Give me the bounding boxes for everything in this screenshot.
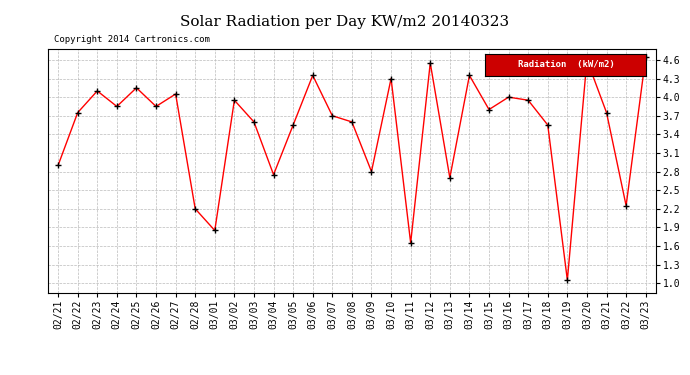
Text: Solar Radiation per Day KW/m2 20140323: Solar Radiation per Day KW/m2 20140323 bbox=[181, 15, 509, 29]
Text: Copyright 2014 Cartronics.com: Copyright 2014 Cartronics.com bbox=[55, 35, 210, 44]
